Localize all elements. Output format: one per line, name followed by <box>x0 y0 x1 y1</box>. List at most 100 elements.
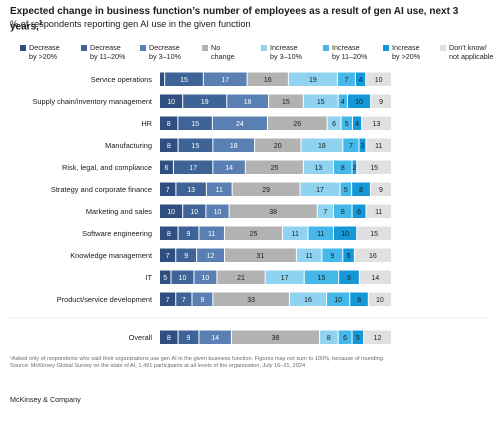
legend-label: Decrease <box>90 43 121 52</box>
value-label: 20 <box>274 143 282 150</box>
category-label: Strategy and corporate finance <box>51 185 152 194</box>
bar-segment <box>213 292 289 306</box>
value-label: 9 <box>187 335 191 342</box>
bar-segment <box>366 72 391 86</box>
value-label: 14 <box>225 165 233 172</box>
value-label: 29 <box>262 187 270 194</box>
value-label: 10 <box>334 297 342 304</box>
value-label: 15 <box>192 143 200 150</box>
value-label: 9 <box>187 231 191 238</box>
value-label: 8 <box>341 165 345 172</box>
bar-segment <box>160 330 178 344</box>
legend-swatch <box>140 45 146 51</box>
bar-segment <box>178 330 199 344</box>
value-label: 38 <box>269 209 277 216</box>
bar-segment <box>338 330 352 344</box>
bar-segment <box>300 182 340 196</box>
legend-label: Increase <box>392 43 420 52</box>
value-label: 3 <box>361 143 365 150</box>
bar-segment <box>194 270 217 284</box>
value-label: 26 <box>293 121 301 128</box>
bar-segment <box>160 270 171 284</box>
value-label: 10 <box>179 275 187 282</box>
bar-segment <box>160 248 176 262</box>
category-label: Knowledge management <box>70 251 152 260</box>
bar-segment <box>165 72 203 86</box>
legend-swatch <box>323 45 329 51</box>
bar-segment <box>343 248 354 262</box>
value-label: 17 <box>316 187 324 194</box>
bar-segment <box>232 182 300 196</box>
value-label: 15 <box>370 231 378 238</box>
bar-segment <box>317 204 333 218</box>
bar-segment <box>301 138 343 152</box>
value-label: 13 <box>373 121 381 128</box>
value-label: 6 <box>165 165 169 172</box>
value-label: 5 <box>344 187 348 194</box>
stacked-bar-chart: Service operations 15 17 16 19 7 4 10 Supply cha… <box>10 72 487 344</box>
category-label: Overall <box>129 333 153 342</box>
legend-swatch <box>440 45 446 51</box>
value-label: 19 <box>201 99 209 106</box>
bar-segment <box>227 94 269 108</box>
bar-segment <box>160 292 176 306</box>
bar-segment <box>339 270 359 284</box>
value-label: 16 <box>264 77 272 84</box>
bar-segment <box>296 248 322 262</box>
value-label: 15 <box>191 121 199 128</box>
bar-segment <box>337 72 355 86</box>
bar-segment <box>213 138 255 152</box>
bar-segment <box>308 226 333 240</box>
value-label: 5 <box>345 121 349 128</box>
value-label: 12 <box>207 253 215 260</box>
bar-segment <box>359 138 366 152</box>
value-label: 15 <box>282 99 290 106</box>
bar-segment <box>213 160 245 174</box>
legend-item: Decrease by 3–10% <box>140 43 202 61</box>
footnote-note: ¹Asked only of respondents who said thei… <box>10 356 385 362</box>
bar-segment <box>352 160 357 174</box>
value-label: 10 <box>341 231 349 238</box>
value-label: 11 <box>317 231 324 238</box>
value-label: 38 <box>272 335 280 342</box>
bar-segment <box>199 226 224 240</box>
bar-segment <box>160 94 183 108</box>
bar-segment <box>352 182 370 196</box>
value-label: 5 <box>356 335 360 342</box>
bar-segment <box>303 94 338 108</box>
bar-segment <box>212 116 267 130</box>
legend-label: by 11–20% <box>332 51 368 61</box>
bar-segment <box>364 330 391 344</box>
value-label: 17 <box>189 165 197 172</box>
value-label: 25 <box>250 231 258 238</box>
bar-segment <box>178 138 213 152</box>
value-label: 17 <box>281 275 289 282</box>
category-label: IT <box>145 273 152 282</box>
legend-label: Decrease <box>29 43 60 52</box>
value-label: 6 <box>343 335 347 342</box>
value-label: 14 <box>211 335 219 342</box>
legend-item: Increase by >20% <box>383 43 445 61</box>
value-label: 12 <box>374 335 382 342</box>
value-label: 13 <box>315 165 323 172</box>
legend-item: Decrease by 11–20% <box>81 43 143 61</box>
value-label: 13 <box>187 187 195 194</box>
bar-segment <box>368 292 391 306</box>
bar-segment <box>362 116 391 130</box>
bar-segment <box>289 292 327 306</box>
bar-segment <box>231 330 320 344</box>
value-label: 10 <box>375 77 383 84</box>
bar-segment <box>303 160 333 174</box>
value-label: 14 <box>372 275 380 282</box>
value-label: 15 <box>180 77 188 84</box>
value-label: 18 <box>244 99 252 106</box>
bar-segment <box>265 270 304 284</box>
category-label: Service operations <box>91 75 153 84</box>
legend-item: Don’t know/not applicable <box>440 43 497 61</box>
value-label: 8 <box>359 187 363 194</box>
bar-segment <box>371 94 391 108</box>
legend-label: by 3–10% <box>149 51 181 61</box>
value-label: 9 <box>379 99 383 106</box>
value-label: 11 <box>375 209 382 216</box>
bar-segment <box>347 94 371 108</box>
